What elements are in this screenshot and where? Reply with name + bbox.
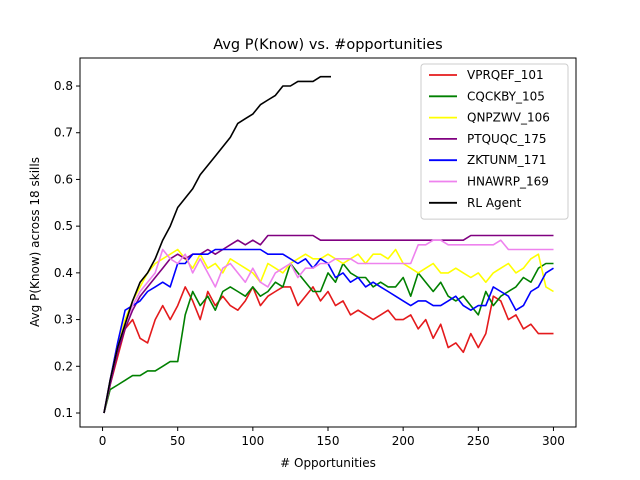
y-tick-label: 0.2 [54,359,73,373]
series-layer [103,75,554,414]
x-tick-label: 150 [317,434,340,448]
x-tick-label: 50 [170,434,185,448]
x-tick-label: 200 [392,434,415,448]
y-tick-label: 0.5 [54,219,73,233]
legend-box [420,63,569,220]
y-tick-label: 0.6 [54,172,73,186]
series-line-5 [103,239,554,414]
legend-label: QNPZWV_106 [467,111,550,125]
series-line-3 [103,234,554,414]
x-tick-label: 250 [467,434,490,448]
y-tick-label: 0.1 [54,406,73,420]
legend-label: RL Agent [467,196,522,210]
series-line-1 [103,262,554,414]
y-axis: 0.1 0.2 0.3 0.4 0.5 0.6 0.7 0.8 [54,79,80,420]
x-tick-label: 0 [99,434,107,448]
legend-label: VPRQEF_101 [467,68,544,82]
series-line-2 [103,248,554,414]
y-tick-label: 0.3 [54,313,73,327]
y-tick-label: 0.7 [54,126,73,140]
legend-label: ZKTUNM_171 [467,153,547,167]
y-tick-label: 0.8 [54,79,73,93]
legend: VPRQEF_101 CQCKBY_105 QNPZWV_106 PTQUQC_175… [420,63,569,220]
x-axis-label: # Opportunities [280,456,376,470]
x-tick-label: 300 [542,434,565,448]
legend-label: CQCKBY_105 [467,89,545,103]
x-tick-label: 100 [241,434,264,448]
series-line-0 [103,286,554,414]
series-line-6 [103,75,331,414]
y-axis-label: Avg P(Know) across 18 skills [28,157,42,327]
legend-label: PTQUQC_175 [467,132,547,146]
legend-label: HNAWRP_169 [467,175,549,189]
x-axis: 0 50 100 150 200 250 300 [99,427,565,448]
y-tick-label: 0.4 [54,266,73,280]
chart-title: Avg P(Know) vs. #opportunities [213,37,442,53]
